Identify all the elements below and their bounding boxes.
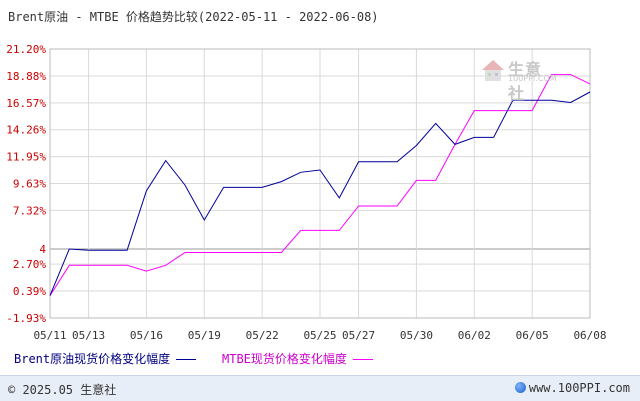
brent-series-line (49, 91, 591, 296)
watermark-logo: 生意社 100PPI.COM (478, 56, 558, 103)
x-tick-label: 06/05 (516, 329, 549, 342)
legend-label-brent: Brent原油现货价格变化幅度 (14, 352, 171, 366)
x-tick-label: 05/25 (303, 329, 336, 342)
y-tick-label: 14.26% (6, 124, 46, 137)
house-icon (482, 60, 504, 81)
watermark-name: 生意社 (508, 60, 543, 103)
x-tick-label: 05/27 (342, 329, 375, 342)
plot-border (49, 48, 591, 319)
mtbe-series-line (49, 74, 591, 296)
chart-title: Brent原油 - MTBE 价格趋势比较(2022-05-11 - 2022-… (8, 10, 379, 24)
legend-item-brent: Brent原油现货价格变化幅度 (14, 350, 197, 367)
legend-label-mtbe: MTBE现货价格变化幅度 (222, 352, 347, 366)
x-tick-label: 05/11 (33, 329, 66, 342)
y-tick-label: 21.20% (6, 43, 46, 56)
y-tick-label: 9.63% (13, 178, 46, 191)
x-tick-label: 05/13 (72, 329, 105, 342)
y-tick-label: 4 (39, 243, 46, 256)
x-tick-label: 06/02 (458, 329, 491, 342)
footer-site-link[interactable]: www.100PPI.com (514, 381, 630, 395)
y-tick-label: 7.32% (13, 204, 46, 217)
x-tick-label: 05/19 (188, 329, 221, 342)
legend-swatch-mtbe (352, 359, 373, 360)
y-tick-label: 18.88% (6, 70, 46, 83)
x-tick-label: 05/30 (400, 329, 433, 342)
legend-item-mtbe: MTBE现货价格变化幅度 (222, 350, 373, 367)
x-tick-label: 06/08 (573, 329, 606, 342)
y-tick-label: 11.95% (6, 151, 46, 164)
footer-bar: © 2025.05 生意社 www.100PPI.com (0, 375, 640, 401)
x-tick-label: 05/22 (246, 329, 279, 342)
legend-swatch-brent (176, 359, 197, 360)
y-tick-label: -1.93% (6, 312, 46, 325)
x-tick-label: 05/16 (130, 329, 163, 342)
chart-plot: 21.20% 18.88% 16.57% 14.26% 11.95% 9.63% 7.32%… (6, 43, 606, 342)
watermark-domain: 100PPI.COM (508, 74, 557, 83)
y-tick-label: 0.39% (13, 285, 46, 298)
globe-icon (514, 382, 526, 393)
y-tick-label: 2.70% (13, 258, 46, 271)
y-tick-label: 16.57% (6, 97, 46, 110)
footer-copyright: © 2025.05 生意社 (8, 383, 117, 397)
footer-site-text: www.100PPI.com (528, 381, 630, 395)
